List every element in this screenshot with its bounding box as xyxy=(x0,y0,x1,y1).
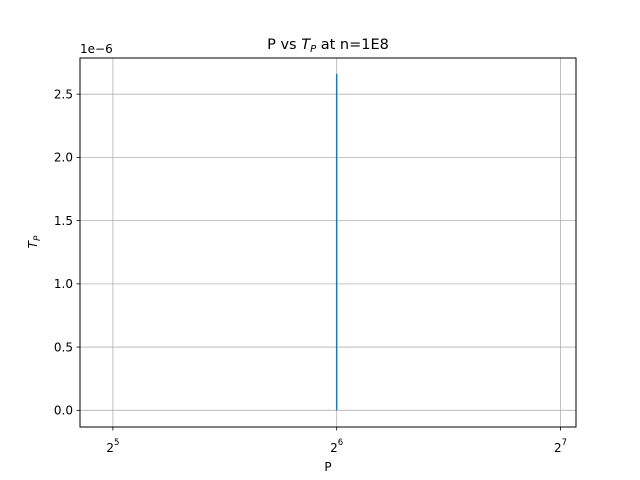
x-tick-base-1: 2 xyxy=(330,441,338,455)
x-tick-base-2: 2 xyxy=(554,441,562,455)
y-offset-label: 1e−6 xyxy=(80,42,113,56)
y-tick-label-4: 2.0 xyxy=(54,151,73,165)
chart-title-prefix: P vs xyxy=(267,37,301,53)
x-axis-label: P xyxy=(324,460,331,474)
x-tick-exponent-0: 5 xyxy=(114,438,119,448)
x-tick-label-1: 26 xyxy=(330,438,343,455)
axis-ticks: 25 26 270.00.51.01.52.02.5 xyxy=(54,87,567,455)
y-axis-label-sub: P xyxy=(33,235,43,241)
chart-title-math: T xyxy=(301,37,311,53)
y-tick-label-0: 0.0 xyxy=(54,404,73,418)
y-tick-label-1: 0.5 xyxy=(54,340,73,354)
x-tick-exponent-1: 6 xyxy=(338,438,343,448)
y-axis-label: TP xyxy=(26,235,43,248)
y-tick-label-5: 2.5 xyxy=(54,87,73,101)
chart-title-suffix: at n=1E8 xyxy=(316,37,389,53)
x-tick-label-2: 27 xyxy=(554,438,567,455)
y-tick-label-3: 1.5 xyxy=(54,214,73,228)
x-tick-base-0: 2 xyxy=(106,441,114,455)
y-tick-label-2: 1.0 xyxy=(54,277,73,291)
x-tick-exponent-2: 7 xyxy=(562,438,567,448)
chart-title-math-sub: P xyxy=(310,44,317,55)
x-tick-label-0: 25 xyxy=(106,438,119,455)
plot-frame xyxy=(79,57,577,428)
y-axis-label-base: T xyxy=(26,239,40,248)
chart-title: P vs TP at n=1E8 xyxy=(267,37,389,55)
